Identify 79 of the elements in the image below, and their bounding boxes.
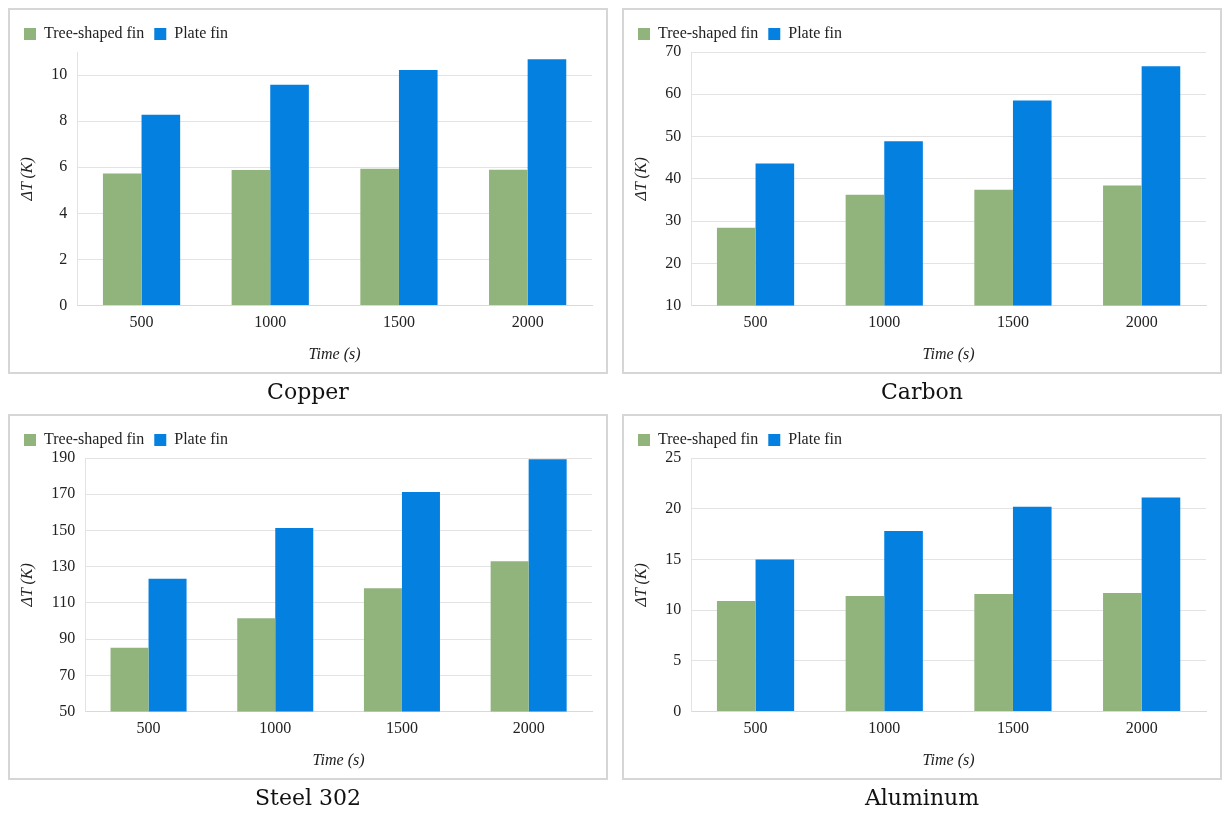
y-tick-label: 6	[59, 157, 68, 175]
y-tick-label: 2	[59, 249, 68, 267]
y-tick-label: 10	[665, 295, 682, 313]
text: Aluminum	[863, 784, 981, 812]
text: Carbon	[880, 378, 964, 406]
y-tick-label: 50	[59, 701, 76, 719]
x-tick-label: 500	[129, 313, 154, 331]
x-tick-label: 1500	[996, 719, 1029, 737]
y-tick-label: 15	[665, 549, 682, 567]
bar	[231, 170, 271, 306]
y-tick-label: 0	[59, 295, 68, 313]
y-axis-title: ΔT (K)	[17, 563, 36, 608]
legend-label: Tree-shaped fin	[44, 24, 145, 43]
y-tick-label: 60	[665, 84, 682, 102]
y-tick-label: 30	[665, 211, 682, 229]
x-tick-label: 1500	[382, 313, 415, 331]
x-tick-label: 2000	[1125, 313, 1158, 331]
y-tick-label: 70	[59, 665, 76, 683]
bar	[141, 114, 181, 306]
legend-label: Plate fin	[788, 24, 843, 42]
y-tick-label: 10	[51, 65, 68, 83]
bar	[1103, 592, 1142, 712]
y-tick-label: 110	[51, 593, 76, 611]
legend-label: Tree-shaped fin	[44, 430, 145, 449]
x-axis-title: Time (s)	[922, 750, 975, 769]
x-tick-label: 1500	[996, 313, 1029, 331]
legend-label: Tree-shaped fin	[658, 430, 759, 449]
x-tick-label: 1000	[868, 313, 901, 331]
y-tick-label: 190	[51, 448, 76, 466]
y-tick-label: 170	[51, 484, 76, 502]
bar	[270, 84, 309, 306]
x-tick-label: 2000	[512, 719, 545, 737]
y-tick-label: 150	[51, 520, 76, 538]
legend-label: Plate fin	[788, 430, 843, 448]
bar	[102, 173, 142, 306]
x-axis-title: Time (s)	[312, 750, 365, 769]
bar	[716, 601, 756, 712]
y-axis-title: ΔT (K)	[631, 563, 650, 608]
x-tick-label: 1000	[254, 313, 287, 331]
y-tick-label: 50	[665, 126, 682, 144]
bar	[755, 559, 795, 712]
y-tick-label: 130	[51, 556, 76, 574]
x-tick-label: 500	[743, 313, 768, 331]
text: Copper	[266, 378, 350, 406]
x-tick-label: 1000	[868, 719, 901, 737]
y-tick-label: 90	[59, 629, 76, 647]
bar	[527, 59, 567, 306]
y-tick-label: 70	[665, 42, 682, 60]
bar	[884, 531, 923, 712]
y-tick-label: 25	[665, 448, 682, 466]
y-tick-label: 20	[665, 498, 682, 516]
legend-label: Plate fin	[174, 430, 229, 448]
y-axis-title: ΔT (K)	[631, 157, 650, 202]
x-tick-label: 2000	[1125, 719, 1158, 737]
text: Steel 302	[254, 784, 362, 812]
x-axis-title: Time (s)	[922, 344, 975, 363]
legend-label: Tree-shaped fin	[658, 24, 759, 43]
x-tick-label: 1500	[385, 719, 418, 737]
y-axis-title: ΔT (K)	[17, 157, 36, 202]
y-tick-label: 8	[59, 111, 68, 129]
bar	[489, 169, 528, 306]
x-axis-title: Time (s)	[308, 344, 361, 363]
bar	[974, 593, 1013, 712]
bar	[360, 168, 399, 306]
bar	[845, 595, 885, 712]
y-tick-label: 20	[665, 253, 682, 271]
bar	[1141, 497, 1181, 712]
y-tick-label: 5	[673, 651, 682, 669]
y-tick-label: 40	[665, 169, 682, 186]
x-tick-label: 2000	[511, 313, 544, 331]
x-tick-label: 500	[743, 719, 768, 737]
y-tick-label: 10	[665, 600, 682, 618]
x-tick-label: 1000	[259, 719, 292, 737]
bar	[1012, 506, 1052, 712]
bar	[398, 69, 438, 306]
legend-label: Plate fin	[174, 24, 229, 42]
y-tick-label: 0	[673, 701, 682, 719]
x-tick-label: 500	[136, 719, 161, 737]
y-tick-label: 4	[59, 203, 68, 221]
